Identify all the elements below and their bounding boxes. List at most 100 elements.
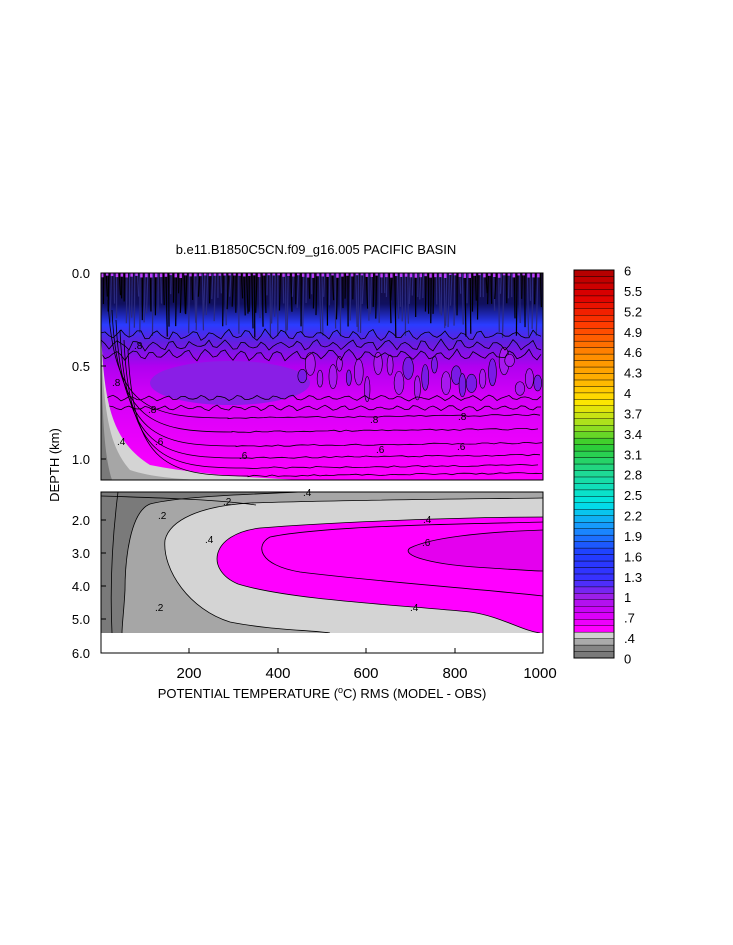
- colorbar-label: 1.3: [624, 570, 642, 585]
- surface-noise-stroke: [118, 273, 122, 296]
- colorbar-label: 1.9: [624, 529, 642, 544]
- y-tick-label: 5.0: [72, 612, 90, 627]
- colorbar-segment: [573, 509, 615, 516]
- surface-noise-stroke: [197, 273, 201, 297]
- core-blob: [421, 364, 430, 391]
- colorbar-segment: [573, 295, 615, 303]
- core-blob: [297, 369, 308, 384]
- surface-noise-stroke: [335, 273, 339, 320]
- colorbar-segment: [573, 619, 615, 626]
- surface-fringe: [380, 273, 383, 278]
- surface-noise-stroke: [290, 273, 293, 312]
- surface-fringe: [488, 273, 491, 276]
- colorbar-segment: [573, 644, 615, 652]
- surface-noise-stroke: [321, 273, 324, 336]
- colorbar-label: 1.6: [624, 549, 642, 564]
- colorbar-label: 6: [624, 264, 631, 279]
- contour-label: .4: [423, 515, 432, 526]
- colorbar-segment: [573, 625, 615, 633]
- surface-fringe: [375, 273, 378, 276]
- surface-fringe: [532, 273, 535, 278]
- surface-fringe: [199, 273, 202, 277]
- colorbar-segment: [573, 612, 615, 620]
- surface-noise-stroke: [515, 273, 518, 336]
- surface-fringe: [243, 273, 246, 277]
- colorbar-segment: [573, 425, 615, 432]
- surface-fringe: [404, 273, 408, 277]
- surface-fringe: [179, 273, 182, 278]
- lower-panel: [101, 492, 543, 633]
- colorbar-label: 3.4: [624, 427, 642, 442]
- surface-fringe: [150, 273, 153, 278]
- surface-fringe: [154, 273, 158, 278]
- upper-surface-noise: [101, 273, 542, 338]
- surface-fringe: [444, 273, 447, 278]
- upper-contour-lines: [101, 328, 542, 428]
- lower-field-gray-dark: [101, 492, 300, 633]
- surface-noise-stroke: [493, 273, 496, 311]
- surface-fringe: [287, 273, 290, 276]
- surface-fringe: [228, 273, 231, 276]
- surface-noise-stroke: [419, 273, 422, 300]
- surface-fringe: [321, 273, 324, 277]
- surface-noise-stroke: [422, 273, 424, 299]
- surface-noise-stroke: [188, 273, 190, 334]
- surface-fringe: [390, 273, 393, 278]
- colorbar-label: 3.1: [624, 447, 642, 462]
- surface-fringe: [301, 273, 305, 277]
- colorbar-segment: [573, 502, 615, 510]
- colorbar-segment: [573, 463, 615, 471]
- colorbar-label: 4.9: [624, 325, 642, 340]
- colorbar-label: 4.6: [624, 345, 642, 360]
- contour-label: .4: [410, 603, 419, 614]
- surface-fringe: [527, 273, 530, 278]
- surface-fringe: [277, 273, 280, 276]
- core-blob: [414, 375, 421, 401]
- surface-noise-stroke: [251, 273, 254, 329]
- colorbar-segment: [573, 308, 615, 316]
- contour-line: [115, 319, 543, 447]
- surface-fringe: [145, 273, 148, 278]
- surface-fringe: [169, 273, 173, 276]
- contour-line: [127, 349, 543, 478]
- surface-noise-stroke: [191, 273, 194, 300]
- surface-fringe: [194, 273, 197, 277]
- colorbar-segment: [573, 560, 615, 568]
- surface-fringe: [135, 273, 138, 276]
- surface-noise-stroke: [408, 273, 411, 305]
- surface-noise-stroke: [315, 273, 318, 316]
- contour-line: [101, 338, 542, 365]
- colorbar-segment: [573, 534, 615, 542]
- lower-contour-labels: .2 .2 .2 .4 .4 .4 .4 .6: [155, 488, 432, 614]
- surface-fringe: [346, 273, 349, 276]
- colorbar-segment: [573, 528, 615, 536]
- surface-fringe: [493, 273, 496, 277]
- core-blob: [346, 369, 352, 386]
- colorbar-segment: [573, 573, 615, 581]
- surface-fringe: [218, 273, 222, 276]
- surface-noise-stroke: [394, 273, 397, 338]
- surface-noise-stroke: [125, 273, 128, 324]
- y-tick-label: 1.0: [72, 452, 90, 467]
- contour-label: .4: [117, 437, 126, 448]
- surface-noise-stroke: [151, 273, 154, 336]
- contour-label: .6: [155, 437, 164, 448]
- colorbar-segment: [573, 554, 615, 562]
- surface-fringe: [434, 273, 437, 278]
- colorbar-segment: [573, 392, 615, 400]
- surface-fringe: [453, 273, 457, 276]
- core-blob: [328, 364, 338, 390]
- y-axis-label: DEPTH (km): [47, 428, 62, 502]
- surface-noise-stroke: [264, 273, 267, 313]
- surface-noise-stroke: [323, 273, 326, 297]
- surface-noise-stroke: [407, 273, 410, 324]
- y-tick-label: 2.0: [72, 513, 90, 528]
- colorbar-label: 0: [624, 652, 631, 667]
- surface-noise-stroke: [229, 273, 232, 297]
- surface-noise-stroke: [369, 273, 372, 314]
- colorbar-segment: [573, 606, 615, 613]
- colorbar-segment: [573, 631, 615, 639]
- colorbar-label: 5.5: [624, 284, 642, 299]
- colorbar-segment: [573, 315, 615, 322]
- surface-fringe: [252, 273, 256, 276]
